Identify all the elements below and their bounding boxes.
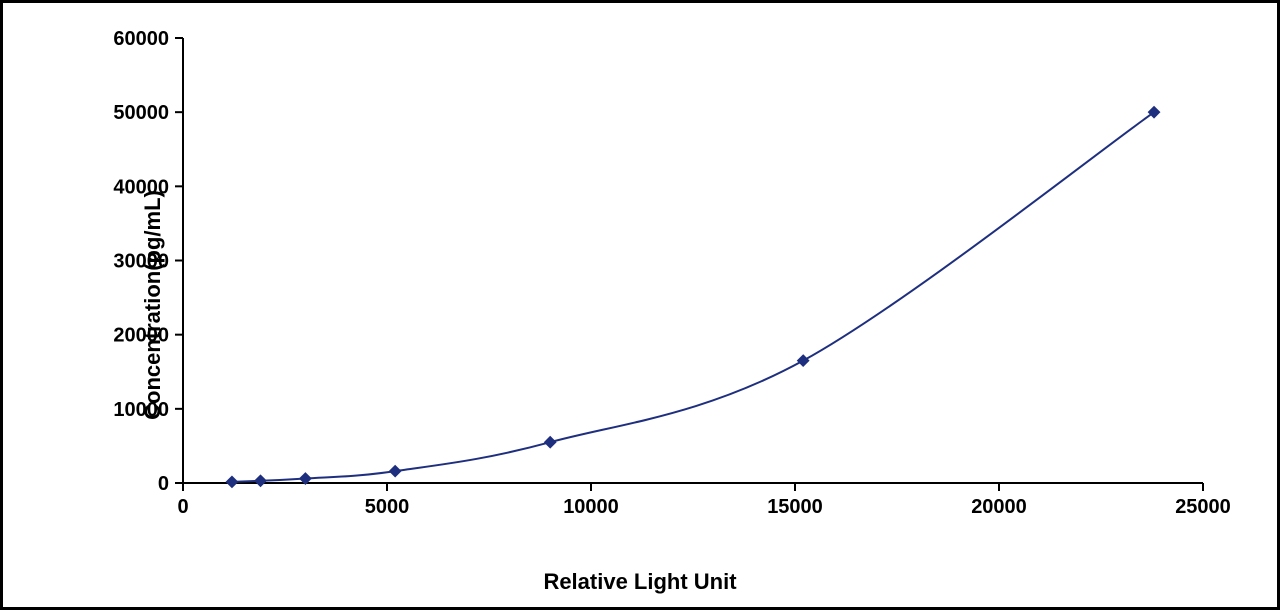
chart-frame: Concentration(pg/mL) Relative Light Unit… [0, 0, 1280, 610]
data-marker [797, 355, 808, 366]
data-marker [226, 476, 237, 487]
x-tick-label: 10000 [563, 496, 619, 518]
data-marker [544, 436, 555, 447]
x-tick-label: 25000 [1175, 496, 1231, 518]
y-tick-label: 10000 [113, 399, 169, 421]
x-tick-label: 20000 [971, 496, 1027, 518]
chart-svg: 0 10000 20000 30000 40000 50000 60000 0 5000 1000… [3, 3, 1280, 613]
data-marker [255, 475, 266, 486]
x-tick-label: 5000 [365, 496, 410, 518]
y-tick-label: 30000 [113, 251, 169, 273]
x-tick-label: 0 [177, 496, 188, 518]
y-tick-label: 60000 [113, 28, 169, 50]
y-tick-label: 40000 [113, 176, 169, 198]
data-marker [389, 465, 400, 476]
y-tick-label: 20000 [113, 325, 169, 347]
data-line [232, 112, 1154, 482]
y-tick-label: 50000 [113, 102, 169, 124]
y-tick-label: 0 [158, 473, 169, 495]
x-tick-label: 15000 [767, 496, 823, 518]
